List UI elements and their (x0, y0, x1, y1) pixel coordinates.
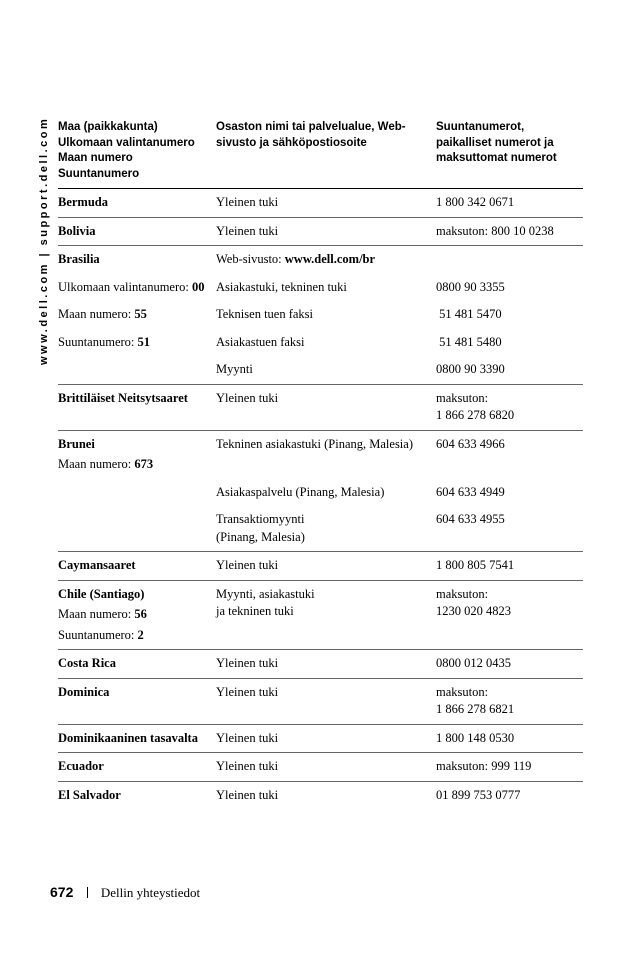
cell-country: Suuntanumero: 51 (58, 329, 216, 357)
table-row: DominicaYleinen tukimaksuton:1 866 278 6… (58, 678, 583, 724)
table-body: BermudaYleinen tuki1 800 342 0671Bolivia… (58, 189, 583, 810)
cell-number: maksuton: 800 10 0238 (436, 217, 583, 246)
header-department: Osaston nimi tai palvelualue, Web-sivust… (216, 118, 436, 189)
table-row: BermudaYleinen tuki1 800 342 0671 (58, 189, 583, 218)
table-row: Costa RicaYleinen tuki0800 012 0435 (58, 650, 583, 679)
cell-department: Tekninen asiakastuki (Pinang, Malesia) (216, 430, 436, 479)
cell-department: Transaktiomyynti(Pinang, Malesia) (216, 506, 436, 552)
cell-department: Yleinen tuki (216, 189, 436, 218)
header-numbers: Suuntanumerot, paikalliset numerot ja ma… (436, 118, 583, 189)
table-row: Maan numero: 55Teknisen tuen faksi 51 48… (58, 301, 583, 329)
cell-number: maksuton:1230 020 4823 (436, 580, 583, 650)
cell-number: 0800 90 3390 (436, 356, 583, 384)
cell-country (58, 356, 216, 384)
cell-country: Bolivia (58, 217, 216, 246)
cell-department: Yleinen tuki (216, 650, 436, 679)
sidebar-url: www.dell.com | support.dell.com (38, 117, 50, 365)
cell-department: Myynti, asiakastukija tekninen tuki (216, 580, 436, 650)
cell-department: Yleinen tuki (216, 217, 436, 246)
cell-department: Asiakaspalvelu (Pinang, Malesia) (216, 479, 436, 507)
cell-number: 51 481 5480 (436, 329, 583, 357)
footer-title: Dellin yhteystiedot (101, 885, 200, 900)
cell-number: 51 481 5470 (436, 301, 583, 329)
cell-country: Dominica (58, 678, 216, 724)
cell-country: Dominikaaninen tasavalta (58, 724, 216, 753)
cell-number: 1 800 148 0530 (436, 724, 583, 753)
cell-department: Myynti (216, 356, 436, 384)
cell-number: 604 633 4949 (436, 479, 583, 507)
cell-department: Yleinen tuki (216, 753, 436, 782)
cell-country (58, 506, 216, 552)
cell-country: Caymansaaret (58, 552, 216, 581)
cell-department: Yleinen tuki (216, 678, 436, 724)
cell-number: maksuton:1 866 278 6820 (436, 384, 583, 430)
cell-department: Web-sivusto: www.dell.com/br (216, 246, 436, 274)
cell-department: Yleinen tuki (216, 781, 436, 809)
cell-number: 01 899 753 0777 (436, 781, 583, 809)
cell-country: Maan numero: 55 (58, 301, 216, 329)
cell-country: Brasilia (58, 246, 216, 274)
table-row: Brittiläiset NeitsytsaaretYleinen tukima… (58, 384, 583, 430)
cell-department: Teknisen tuen faksi (216, 301, 436, 329)
table-row: BoliviaYleinen tukimaksuton: 800 10 0238 (58, 217, 583, 246)
cell-country: Ecuador (58, 753, 216, 782)
table-row: El SalvadorYleinen tuki01 899 753 0777 (58, 781, 583, 809)
cell-department: Yleinen tuki (216, 384, 436, 430)
cell-country: Ulkomaan valintanumero: 00 (58, 274, 216, 302)
cell-number: 0800 012 0435 (436, 650, 583, 679)
cell-country: Costa Rica (58, 650, 216, 679)
cell-number: 1 800 805 7541 (436, 552, 583, 581)
footer-separator (87, 887, 88, 898)
table-row: Ulkomaan valintanumero: 00Asiakastuki, t… (58, 274, 583, 302)
cell-department: Asiakastuki, tekninen tuki (216, 274, 436, 302)
header-country: Maa (paikkakunta)Ulkomaan valintanumeroM… (58, 118, 216, 189)
cell-number: 604 633 4966 (436, 430, 583, 479)
table-row: CaymansaaretYleinen tuki1 800 805 7541 (58, 552, 583, 581)
contact-table-wrapper: Maa (paikkakunta)Ulkomaan valintanumeroM… (58, 118, 583, 809)
cell-number: maksuton:1 866 278 6821 (436, 678, 583, 724)
cell-number: 604 633 4955 (436, 506, 583, 552)
cell-country: Bermuda (58, 189, 216, 218)
cell-country: Brittiläiset Neitsytsaaret (58, 384, 216, 430)
cell-country: El Salvador (58, 781, 216, 809)
cell-country: Chile (Santiago)Maan numero: 56Suuntanum… (58, 580, 216, 650)
cell-country (58, 479, 216, 507)
table-row: BrasiliaWeb-sivusto: www.dell.com/br (58, 246, 583, 274)
cell-number (436, 246, 583, 274)
cell-country: BruneiMaan numero: 673 (58, 430, 216, 479)
table-row: Transaktiomyynti(Pinang, Malesia)604 633… (58, 506, 583, 552)
cell-department: Yleinen tuki (216, 724, 436, 753)
cell-department: Asiakastuen faksi (216, 329, 436, 357)
table-row: Myynti0800 90 3390 (58, 356, 583, 384)
table-row: Chile (Santiago)Maan numero: 56Suuntanum… (58, 580, 583, 650)
page-footer: 672 Dellin yhteystiedot (50, 884, 200, 901)
table-row: Dominikaaninen tasavaltaYleinen tuki1 80… (58, 724, 583, 753)
cell-number: 0800 90 3355 (436, 274, 583, 302)
cell-number: 1 800 342 0671 (436, 189, 583, 218)
cell-department: Yleinen tuki (216, 552, 436, 581)
page-number: 672 (50, 884, 73, 900)
table-header-row: Maa (paikkakunta)Ulkomaan valintanumeroM… (58, 118, 583, 189)
table-row: BruneiMaan numero: 673Tekninen asiakastu… (58, 430, 583, 479)
table-row: Suuntanumero: 51Asiakastuen faksi 51 481… (58, 329, 583, 357)
table-row: Asiakaspalvelu (Pinang, Malesia)604 633 … (58, 479, 583, 507)
table-row: EcuadorYleinen tukimaksuton: 999 119 (58, 753, 583, 782)
contact-table: Maa (paikkakunta)Ulkomaan valintanumeroM… (58, 118, 583, 809)
cell-number: maksuton: 999 119 (436, 753, 583, 782)
